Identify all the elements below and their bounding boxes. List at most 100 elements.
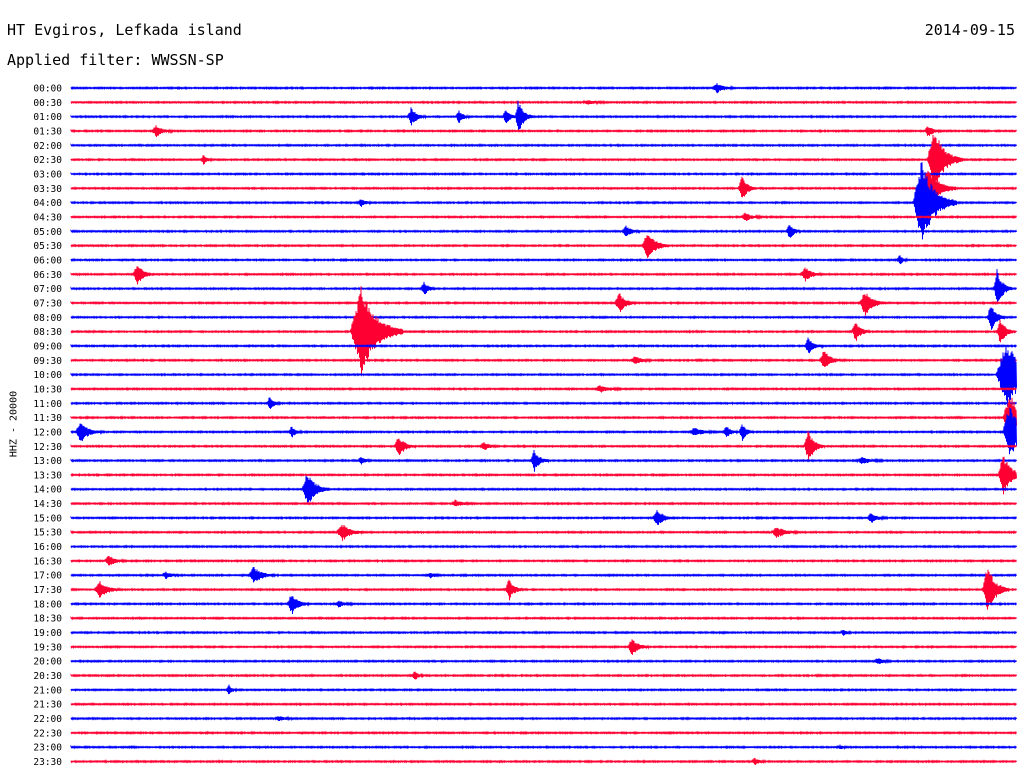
trace-row-0800 <box>70 307 1017 330</box>
row-tick-label: 04:00 <box>33 198 62 209</box>
row-tick-label: 02:30 <box>33 155 62 166</box>
trace-row-0300 <box>70 171 1017 177</box>
row-tick-label: 15:30 <box>33 528 62 539</box>
trace-row-1930 <box>70 639 1017 655</box>
row-tick-label: 08:00 <box>33 313 62 324</box>
row-tick-label: 09:30 <box>33 356 62 367</box>
date-label: 2014-09-15 <box>924 21 1015 39</box>
trace-row-0900 <box>70 337 1017 354</box>
trace-row-0430 <box>70 212 1017 221</box>
trace-row-2130 <box>70 701 1017 707</box>
trace-row-0030 <box>70 99 1017 106</box>
trace-row-0130 <box>70 125 1017 138</box>
row-tick-label: 10:00 <box>33 370 62 381</box>
trace-row-1100 <box>70 397 1017 409</box>
trace-row-1230 <box>70 430 1017 461</box>
row-tick-label: 06:00 <box>33 255 62 266</box>
row-tick-label: 20:00 <box>33 657 62 668</box>
trace-row-0230 <box>70 134 1017 187</box>
filter-label: Applied filter: WWSSN-SP <box>7 51 224 69</box>
trace-row-0630 <box>70 266 1017 285</box>
row-tick-label: 01:00 <box>33 112 62 123</box>
trace-row-1330 <box>70 456 1017 495</box>
trace-row-0600 <box>70 255 1017 265</box>
trace-row-1900 <box>70 629 1017 636</box>
row-tick-label: 08:30 <box>33 327 62 338</box>
row-tick-label: 05:00 <box>33 227 62 238</box>
row-tick-label: 05:30 <box>33 241 62 252</box>
trace-row-0400 <box>70 162 1017 240</box>
row-tick-label: 11:30 <box>33 413 62 424</box>
trace-row-0830 <box>70 286 1017 376</box>
trace-row-1030 <box>70 385 1017 393</box>
trace-row-2330 <box>70 757 1017 766</box>
row-tick-label: 16:30 <box>33 556 62 567</box>
row-tick-label: 22:00 <box>33 714 62 725</box>
row-tick-label: 01:30 <box>33 126 62 137</box>
trace-row-0700 <box>70 269 1017 304</box>
trace-row-0330 <box>70 170 1017 209</box>
trace-row-1830 <box>70 615 1017 621</box>
row-tick-label: 07:00 <box>33 284 62 295</box>
row-tick-label: 21:00 <box>33 685 62 696</box>
row-tick-label: 02:00 <box>33 141 62 152</box>
trace-row-1200 <box>70 407 1017 455</box>
trace-row-0730 <box>70 293 1017 316</box>
trace-row-2230 <box>70 730 1017 736</box>
row-tick-label: 13:00 <box>33 456 62 467</box>
row-tick-label: 03:00 <box>33 169 62 180</box>
row-tick-label: 23:30 <box>33 757 62 768</box>
trace-row-1800 <box>70 596 1017 615</box>
row-tick-label: 17:00 <box>33 571 62 582</box>
trace-row-1630 <box>70 555 1017 566</box>
row-tick-label: 12:30 <box>33 442 62 453</box>
row-tick-label: 16:00 <box>33 542 62 553</box>
trace-row-0100 <box>70 100 1017 132</box>
trace-row-0200 <box>70 142 1017 148</box>
row-tick-label: 17:30 <box>33 585 62 596</box>
trace-row-0530 <box>70 235 1017 258</box>
trace-row-1700 <box>70 566 1017 583</box>
trace-row-1600 <box>70 544 1017 549</box>
row-tick-label: 03:30 <box>33 184 62 195</box>
row-tick-label: 00:30 <box>33 98 62 109</box>
row-tick-label: 12:00 <box>33 427 62 438</box>
row-tick-label: 13:30 <box>33 470 62 481</box>
row-tick-label: 00:00 <box>33 84 62 95</box>
row-tick-label: 07:30 <box>33 298 62 309</box>
row-tick-label: 18:00 <box>33 599 62 610</box>
row-tick-label: 23:00 <box>33 743 62 754</box>
row-tick-label: 22:30 <box>33 728 62 739</box>
trace-row-1130 <box>70 397 1017 440</box>
row-tick-label: 04:30 <box>33 212 62 223</box>
trace-row-1500 <box>70 510 1017 525</box>
trace-row-1000 <box>70 345 1017 407</box>
row-tick-label: 15:00 <box>33 513 62 524</box>
trace-row-0500 <box>70 225 1017 238</box>
trace-row-1430 <box>70 499 1017 507</box>
row-tick-label: 11:00 <box>33 399 62 410</box>
trace-row-1730 <box>70 569 1017 610</box>
trace-row-2100 <box>70 684 1017 695</box>
row-tick-label: 14:00 <box>33 485 62 496</box>
row-tick-label: 10:30 <box>33 384 62 395</box>
row-tick-label: 09:00 <box>33 341 62 352</box>
row-tick-label: 19:00 <box>33 628 62 639</box>
row-tick-label: 14:30 <box>33 499 62 510</box>
trace-row-2030 <box>70 671 1017 680</box>
trace-row-1530 <box>70 524 1017 541</box>
trace-row-1300 <box>70 449 1017 472</box>
trace-row-0000 <box>70 83 1017 94</box>
row-tick-label: 19:30 <box>33 642 62 653</box>
trace-row-2200 <box>70 715 1017 722</box>
row-tick-label: 06:30 <box>33 270 62 281</box>
trace-row-2300 <box>70 744 1017 751</box>
row-tick-label: 20:30 <box>33 671 62 682</box>
row-tick-label: 18:30 <box>33 614 62 625</box>
row-tick-label: 21:30 <box>33 700 62 711</box>
station-title: HT Evgiros, Lefkada island <box>7 21 242 39</box>
trace-row-2000 <box>70 658 1017 665</box>
trace-row-1400 <box>70 475 1017 503</box>
